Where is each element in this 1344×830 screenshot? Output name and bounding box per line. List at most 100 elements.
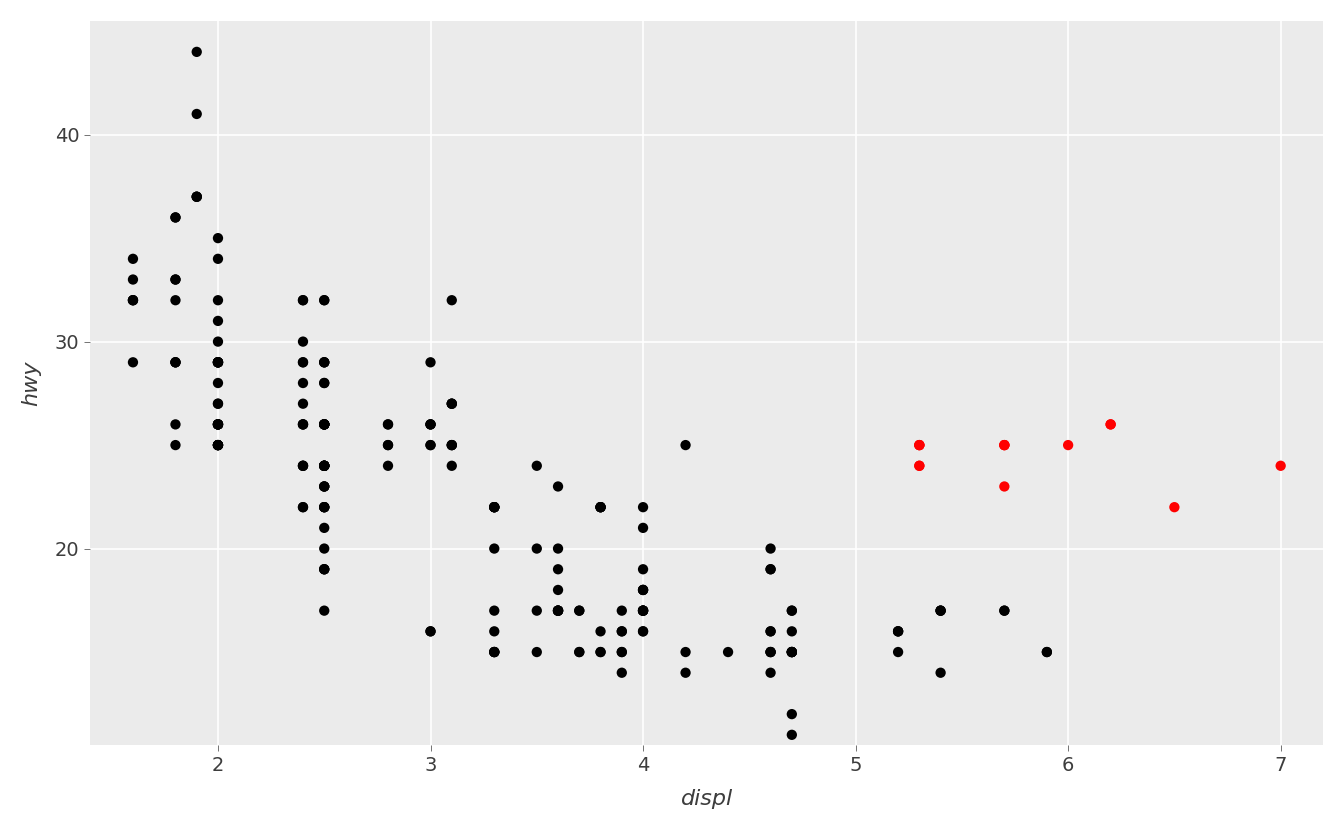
Point [419, 625, 441, 638]
Point [313, 500, 335, 514]
Point [207, 417, 228, 431]
Point [313, 459, 335, 472]
Point [484, 646, 505, 659]
Point [313, 521, 335, 535]
Point [759, 563, 781, 576]
Point [207, 252, 228, 266]
Point [207, 397, 228, 410]
Point [207, 356, 228, 369]
Point [207, 438, 228, 452]
Point [165, 211, 187, 224]
Point [313, 459, 335, 472]
Point [484, 604, 505, 618]
Point [526, 542, 547, 555]
Point [313, 376, 335, 389]
Point [930, 666, 952, 680]
Point [569, 604, 590, 618]
Point [441, 397, 462, 410]
Point [419, 417, 441, 431]
Point [1099, 417, 1121, 431]
Point [185, 190, 207, 203]
Point [759, 646, 781, 659]
Point [441, 438, 462, 452]
Point [292, 397, 313, 410]
Point [185, 107, 207, 120]
Point [590, 500, 612, 514]
Point [569, 646, 590, 659]
Point [292, 459, 313, 472]
Point [165, 211, 187, 224]
Point [612, 625, 633, 638]
Point [419, 625, 441, 638]
Point [781, 728, 802, 741]
Point [313, 459, 335, 472]
Point [759, 646, 781, 659]
Point [122, 252, 144, 266]
Point [632, 583, 653, 597]
Point [781, 604, 802, 618]
Point [484, 542, 505, 555]
Point [547, 604, 569, 618]
Point [632, 521, 653, 535]
Point [313, 542, 335, 555]
Point [185, 46, 207, 59]
Point [590, 500, 612, 514]
Point [292, 294, 313, 307]
Point [759, 666, 781, 680]
Point [547, 480, 569, 493]
Point [207, 417, 228, 431]
Point [419, 417, 441, 431]
Point [207, 438, 228, 452]
Point [781, 707, 802, 720]
Point [313, 500, 335, 514]
Point [484, 500, 505, 514]
Point [313, 376, 335, 389]
Point [632, 625, 653, 638]
Point [675, 646, 696, 659]
Point [887, 625, 909, 638]
Point [547, 604, 569, 618]
Point [419, 438, 441, 452]
Point [484, 500, 505, 514]
Point [484, 500, 505, 514]
Point [292, 417, 313, 431]
Point [207, 438, 228, 452]
Point [547, 542, 569, 555]
Point [590, 646, 612, 659]
Point [313, 356, 335, 369]
Point [207, 438, 228, 452]
Point [547, 604, 569, 618]
Point [313, 500, 335, 514]
Point [1270, 459, 1292, 472]
Point [993, 438, 1015, 452]
Point [292, 459, 313, 472]
Point [207, 417, 228, 431]
Point [547, 604, 569, 618]
Point [547, 563, 569, 576]
Point [484, 646, 505, 659]
Y-axis label: hwy: hwy [22, 360, 40, 406]
Point [781, 604, 802, 618]
Point [313, 480, 335, 493]
Point [930, 604, 952, 618]
Point [313, 417, 335, 431]
Point [887, 625, 909, 638]
Point [781, 646, 802, 659]
Point [1164, 500, 1185, 514]
Point [718, 646, 739, 659]
Point [441, 459, 462, 472]
Point [909, 438, 930, 452]
Point [313, 356, 335, 369]
Point [207, 356, 228, 369]
Point [313, 563, 335, 576]
Point [441, 397, 462, 410]
Point [590, 646, 612, 659]
Point [419, 417, 441, 431]
Point [632, 604, 653, 618]
Point [207, 315, 228, 328]
Point [313, 417, 335, 431]
Point [207, 417, 228, 431]
Point [313, 480, 335, 493]
Point [207, 438, 228, 452]
Point [632, 604, 653, 618]
